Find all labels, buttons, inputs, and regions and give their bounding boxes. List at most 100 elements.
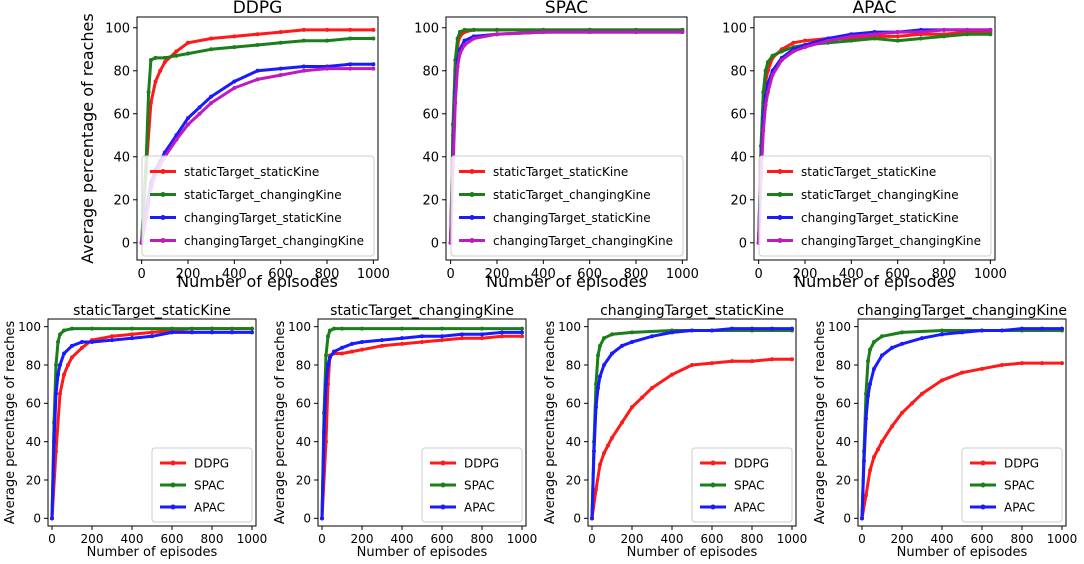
series-apac [860, 326, 1064, 521]
data-point [598, 374, 602, 379]
legend-label: changingTarget_changingKine [184, 234, 364, 248]
chart-title: DDPG [233, 0, 283, 18]
x-tick-label: 800 [315, 267, 340, 282]
x-tick-label: 1000 [777, 532, 808, 546]
legend-label: staticTarget_changingKine [801, 188, 959, 202]
legend-marker [469, 169, 475, 174]
data-point [890, 424, 894, 429]
data-point [54, 363, 58, 367]
data-point [328, 355, 332, 360]
x-tick-label: 0 [137, 267, 145, 282]
y-axis-label: Average percentage of reaches [3, 321, 18, 525]
legend-marker [980, 482, 986, 488]
x-tick-label: 800 [624, 267, 649, 282]
x-tick-label: 400 [121, 532, 144, 546]
legend-marker [170, 460, 176, 466]
data-point [340, 345, 344, 350]
legend-marker [440, 504, 446, 510]
data-point [630, 340, 634, 344]
data-point [326, 334, 330, 339]
series-changingtarget-changingkine [756, 27, 993, 245]
legend: staticTarget_staticKine staticTarget_chan… [758, 155, 992, 257]
data-point [70, 355, 74, 360]
legend-label: DDPG [194, 456, 229, 470]
x-axis-label: Number of episodes [897, 545, 1028, 560]
chart-title: staticTarget_changingKine [330, 303, 514, 319]
y-tick-label: 40 [836, 435, 851, 449]
data-point [864, 416, 868, 421]
series-line-spac [50, 327, 254, 520]
data-point [480, 336, 484, 341]
data-point [1020, 361, 1024, 366]
data-point [770, 326, 774, 331]
legend-marker [710, 460, 716, 466]
data-point [791, 40, 796, 45]
y-tick-label: 100 [18, 320, 41, 334]
legend-marker [160, 238, 166, 243]
x-tick-label: 0 [588, 532, 596, 546]
legend-marker [777, 192, 783, 197]
y-tick-label: 40 [113, 150, 130, 165]
series-spac [320, 326, 524, 521]
y-tick-label: 60 [566, 397, 581, 411]
data-point [278, 73, 283, 78]
data-point [1040, 326, 1044, 331]
legend-marker [160, 169, 166, 174]
data-point [763, 103, 768, 108]
series-ddpg [860, 361, 1064, 521]
y-axis-label: Average percentage of reaches [273, 321, 288, 525]
x-axis-label: Number of episodes [794, 272, 955, 291]
data-point [360, 326, 364, 331]
y-tick-label: 100 [558, 320, 581, 334]
data-point [802, 38, 807, 43]
series-apac [320, 330, 524, 521]
legend-marker [170, 482, 176, 488]
data-point [1060, 361, 1064, 366]
data-point [197, 111, 202, 116]
data-point [232, 45, 237, 50]
data-point [598, 462, 602, 467]
data-point [602, 363, 606, 367]
data-point [174, 137, 179, 142]
x-tick-label: 0 [318, 532, 326, 546]
data-point [791, 49, 796, 54]
x-tick-label: 400 [931, 532, 954, 546]
legend-marker [160, 192, 166, 197]
data-point [602, 336, 606, 341]
legend-marker [980, 504, 986, 510]
legend-marker [777, 238, 783, 243]
x-tick-label: 0 [754, 267, 762, 282]
y-tick-label: 40 [26, 435, 41, 449]
data-point [153, 79, 158, 84]
x-tick-label: 400 [661, 532, 684, 546]
data-point [371, 66, 376, 71]
data-point [965, 32, 970, 37]
x-tick-label: 0 [858, 532, 866, 546]
data-point [250, 330, 254, 335]
data-point [920, 336, 924, 341]
data-point [153, 55, 158, 60]
data-point [918, 36, 923, 41]
data-point [80, 345, 84, 350]
x-tick-label: 800 [201, 532, 224, 546]
x-tick-label: 200 [891, 532, 914, 546]
series-line-spac [320, 327, 524, 520]
data-point [209, 36, 214, 41]
data-point [900, 410, 904, 415]
legend-label: SPAC [464, 478, 494, 492]
x-tick-label: 0 [48, 532, 56, 546]
data-point [630, 405, 634, 410]
data-point [110, 338, 114, 343]
data-point [620, 343, 624, 348]
data-point [849, 34, 854, 39]
x-axis-label: Number of episodes [486, 272, 647, 291]
data-point [690, 363, 694, 367]
data-point [130, 336, 134, 341]
data-point [868, 382, 872, 387]
data-point [348, 62, 353, 67]
data-point [326, 363, 330, 367]
legend-label: DDPG [1004, 456, 1039, 470]
data-point [1000, 328, 1004, 333]
legend-marker [440, 482, 446, 488]
